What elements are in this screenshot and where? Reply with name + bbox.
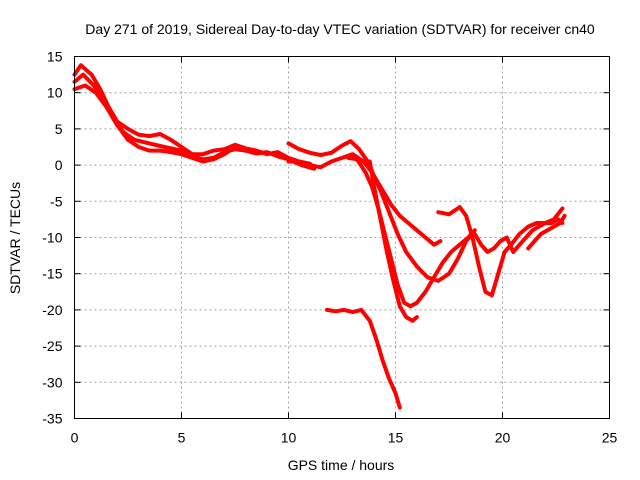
series-sat-f [346, 155, 477, 309]
y-tick-label: -10 [42, 230, 62, 246]
series-sat-d [286, 139, 443, 247]
y-tick-label: -25 [42, 338, 62, 354]
y-tick-label: -5 [50, 193, 63, 209]
grid [74, 56, 610, 419]
y-tick-label: 10 [47, 85, 63, 101]
y-tick-label: -30 [42, 374, 62, 390]
series-sat-h [325, 307, 402, 410]
y-tick-labels: 15 10 5 0 -5 -10 -15 -20 -25 -30 -35 [42, 49, 62, 427]
x-tick-labels: 0 5 10 15 20 25 [71, 430, 618, 446]
x-tick-label: 0 [71, 430, 79, 446]
y-tick-label: -35 [42, 411, 62, 427]
x-tick-label: 5 [178, 430, 186, 446]
x-tick-label: 15 [388, 430, 404, 446]
x-tick-label: 20 [495, 430, 511, 446]
y-tick-label: -15 [42, 266, 62, 282]
series-sat-k [526, 213, 567, 251]
y-tick-label: 5 [55, 121, 63, 137]
x-tick-label: 10 [281, 430, 297, 446]
series-sat-i [436, 205, 565, 298]
series-sat-g [367, 159, 419, 323]
y-tick-label: 0 [55, 157, 63, 173]
chart-title: Day 271 of 2019, Sidereal Day-to-day VTE… [85, 21, 595, 37]
y-tick-label: 15 [47, 49, 63, 65]
series-sat-j [472, 217, 565, 254]
x-tick-label: 25 [602, 430, 618, 446]
axis-ticks [74, 56, 610, 419]
series-group [72, 63, 567, 410]
x-axis-label: GPS time / hours [288, 457, 395, 473]
y-tick-label: -20 [42, 302, 62, 318]
y-axis-label: SDTVAR / TECUs [7, 182, 23, 294]
series-sat-e [286, 152, 475, 283]
series-sat-c [72, 83, 248, 164]
